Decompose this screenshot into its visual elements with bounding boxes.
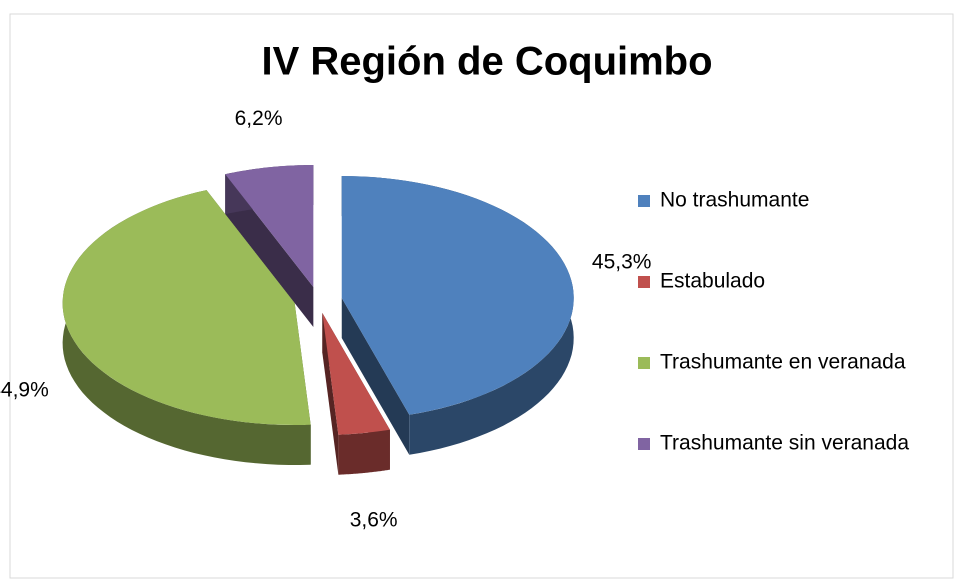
data-label: 45,3%	[592, 250, 652, 273]
slice	[225, 165, 314, 328]
data-label: 6,2%	[235, 107, 283, 130]
legend-label: No trashumante	[660, 189, 809, 212]
slice-side	[341, 298, 410, 455]
slice-wall	[338, 429, 390, 475]
legend-label: Trashumante en veranada	[660, 351, 906, 374]
legend-swatch	[638, 195, 650, 207]
slice-top	[62, 190, 311, 426]
legend-label: Trashumante sin veranada	[660, 432, 909, 455]
slice	[62, 190, 311, 465]
data-label: 3,6%	[350, 509, 398, 532]
legend-label: Estabulado	[660, 270, 765, 293]
slice	[322, 312, 390, 475]
slice-top	[225, 165, 314, 288]
slice-top	[341, 176, 574, 415]
chart-title: IV Región de Coquimbo	[261, 40, 712, 84]
slice-side	[322, 312, 339, 475]
slice	[341, 176, 574, 455]
legend-swatch	[638, 438, 650, 450]
slice-top	[322, 312, 390, 435]
legend-swatch	[638, 357, 650, 369]
legend-swatch	[638, 276, 650, 288]
data-label: 44,9%	[0, 379, 49, 402]
slice-side	[225, 174, 314, 328]
